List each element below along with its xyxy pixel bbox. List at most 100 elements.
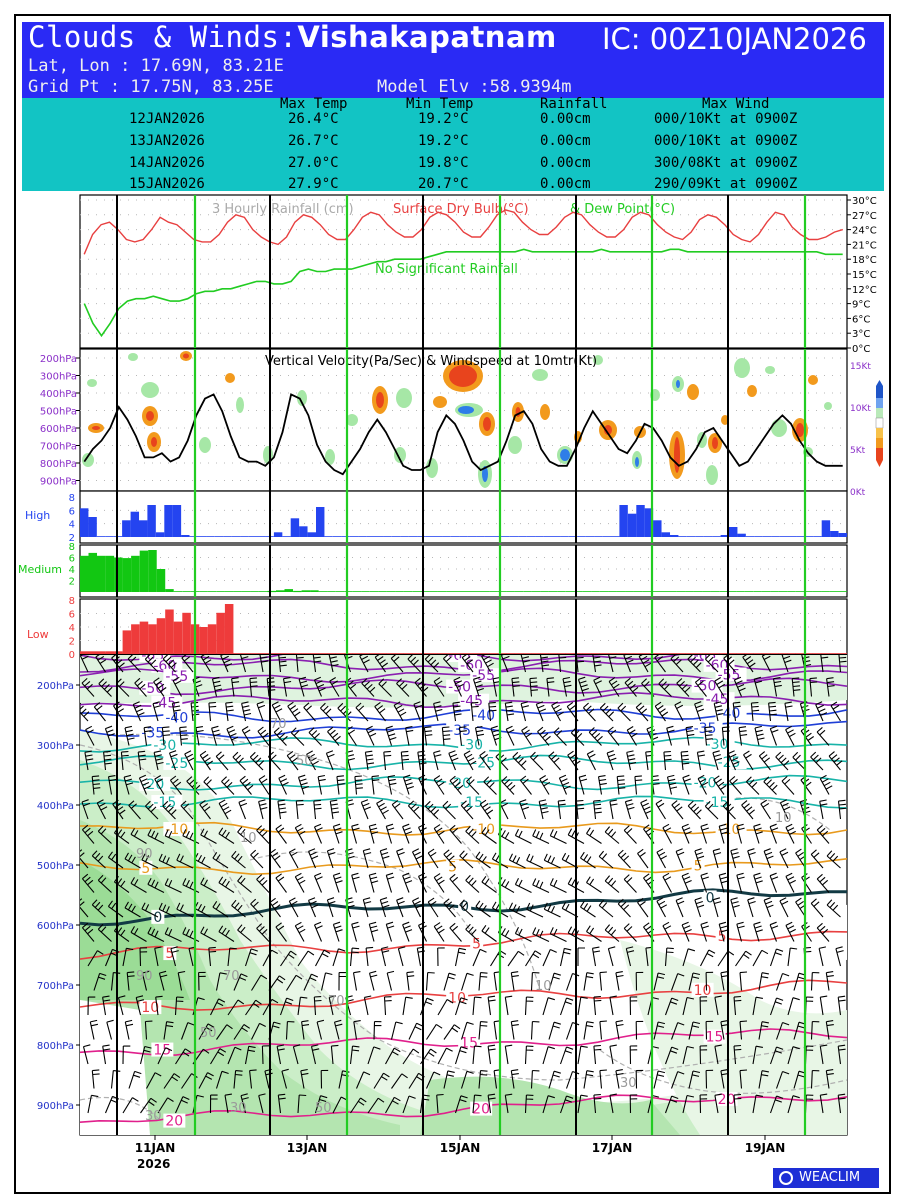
wind-barb — [224, 1093, 232, 1114]
low-cloud-bar — [651, 653, 660, 654]
low-cloud-bar — [531, 653, 541, 654]
time-gridlines — [116, 195, 807, 1135]
high-cloud-bar — [240, 536, 249, 537]
wind-barb — [750, 701, 760, 722]
wind-barb — [635, 702, 649, 722]
wind-barb — [617, 702, 631, 722]
high-cloud-bar — [189, 536, 199, 537]
wind-barb — [508, 853, 526, 869]
wind-barb — [391, 1073, 408, 1089]
wind-barb — [390, 1021, 403, 1040]
wind-barb — [433, 750, 442, 771]
wind-barb — [543, 902, 561, 918]
chart-title: Clouds & Winds:Vishakapatnam — [28, 20, 557, 54]
low-cloud-bar — [335, 653, 345, 654]
medium-cloud-bar — [463, 591, 473, 592]
wind-barb — [352, 971, 361, 991]
wind-barb — [367, 1046, 381, 1065]
rh-label: 30 — [620, 1076, 637, 1091]
wind-barb — [256, 874, 270, 893]
high-cloud-bar — [745, 536, 755, 537]
wind-barb — [643, 873, 655, 893]
wind-barb — [181, 655, 194, 673]
wind-barb — [87, 1094, 99, 1114]
wind-barb — [769, 997, 784, 1016]
wind-barb — [520, 655, 530, 673]
wind-barb — [593, 799, 602, 820]
wind-barb — [385, 872, 395, 893]
wind-barb — [199, 750, 214, 771]
wind-barb — [379, 897, 390, 918]
wind-barb — [98, 678, 113, 697]
wind-barb — [211, 725, 221, 746]
wind-barb — [543, 853, 561, 869]
high-cloud-bar — [493, 536, 502, 537]
wind-barb — [301, 1020, 310, 1040]
wind-barb — [174, 1096, 190, 1114]
isotherm-label: 15 — [153, 1043, 171, 1059]
wind-barb — [258, 775, 270, 795]
summary-row-rain: 0.00cm — [540, 176, 591, 192]
wind-barb — [722, 800, 736, 820]
wind-barb — [599, 702, 615, 722]
wind-barb — [772, 677, 782, 697]
wind-barb — [551, 701, 564, 722]
isotherm-label-bg — [470, 755, 502, 770]
wind-barb — [454, 997, 468, 1016]
wind-barb — [169, 775, 182, 795]
low-cloud-bar — [599, 653, 609, 654]
wind-barb — [241, 726, 252, 746]
isotherm-label-bg — [446, 859, 460, 874]
wind-barb — [616, 775, 626, 795]
wind-barb — [599, 1020, 607, 1040]
wind-barb — [763, 897, 774, 918]
wind-barb — [530, 1069, 540, 1089]
isotherm-label: 5 — [448, 860, 457, 876]
wind-barb — [694, 677, 707, 697]
wind-barb — [313, 996, 322, 1016]
high-cloud-bar — [391, 536, 401, 537]
wind-barb — [662, 921, 672, 942]
wind-barb — [478, 1021, 488, 1040]
wind-barb — [251, 974, 268, 991]
wind-barb — [713, 701, 724, 722]
wind-barb — [97, 825, 112, 844]
wind-barb — [380, 946, 390, 967]
vv-windspeed-label: 5Kt — [850, 446, 866, 456]
wind-barb — [349, 1045, 360, 1065]
medium-cloud-bar — [420, 591, 430, 592]
wind-barb — [218, 827, 235, 844]
high-cloud-bar — [88, 517, 97, 537]
low-cloud-bar — [821, 653, 830, 654]
low-cloud-bar — [668, 653, 677, 654]
wind-barb — [97, 874, 112, 893]
isotherm-label: -55 — [165, 669, 188, 685]
rh-label: 10 — [240, 831, 257, 846]
low-cloud-bar — [259, 653, 268, 654]
pressure-tick-label: 200hPa — [37, 681, 74, 692]
isotherm-label-bg — [691, 721, 723, 736]
wind-barb — [443, 972, 456, 991]
high-cloud-bar — [358, 536, 367, 537]
temperature-panel: 3 Hourly Rainfall (cm) Surface Dry Bulb(… — [79, 194, 877, 355]
wind-barb — [287, 701, 301, 722]
low-cloud-bar — [446, 653, 456, 654]
wind-barb — [775, 751, 790, 771]
medium-cloud-tick-label: 2 — [69, 577, 75, 588]
wind-barb — [609, 799, 618, 820]
wind-barb — [258, 1093, 266, 1114]
wind-barb — [130, 877, 147, 893]
wind-barb — [412, 848, 423, 869]
wind-barb — [609, 1044, 617, 1065]
temperature-tick-label: 24°C — [852, 226, 877, 237]
wind-barb — [753, 676, 763, 697]
low-cloud-bar — [616, 653, 626, 654]
temperature-yticks: 0°C 3°C 6°C 9°C 12°C 15°C 18°C 21°C 24°C 27°C 30°C — [847, 196, 877, 355]
isotherm-label: -20 — [448, 776, 471, 792]
wind-barb — [548, 972, 561, 991]
low-cloud-bar — [327, 653, 336, 654]
vv-pressure-ticks: 200hPa 300hPa 400hPa 500hPa 600hPa 700hPa 800h… — [40, 354, 80, 488]
wind-barb — [408, 1022, 424, 1040]
high-cloud-bar — [307, 532, 317, 537]
wind-barb — [433, 701, 443, 722]
